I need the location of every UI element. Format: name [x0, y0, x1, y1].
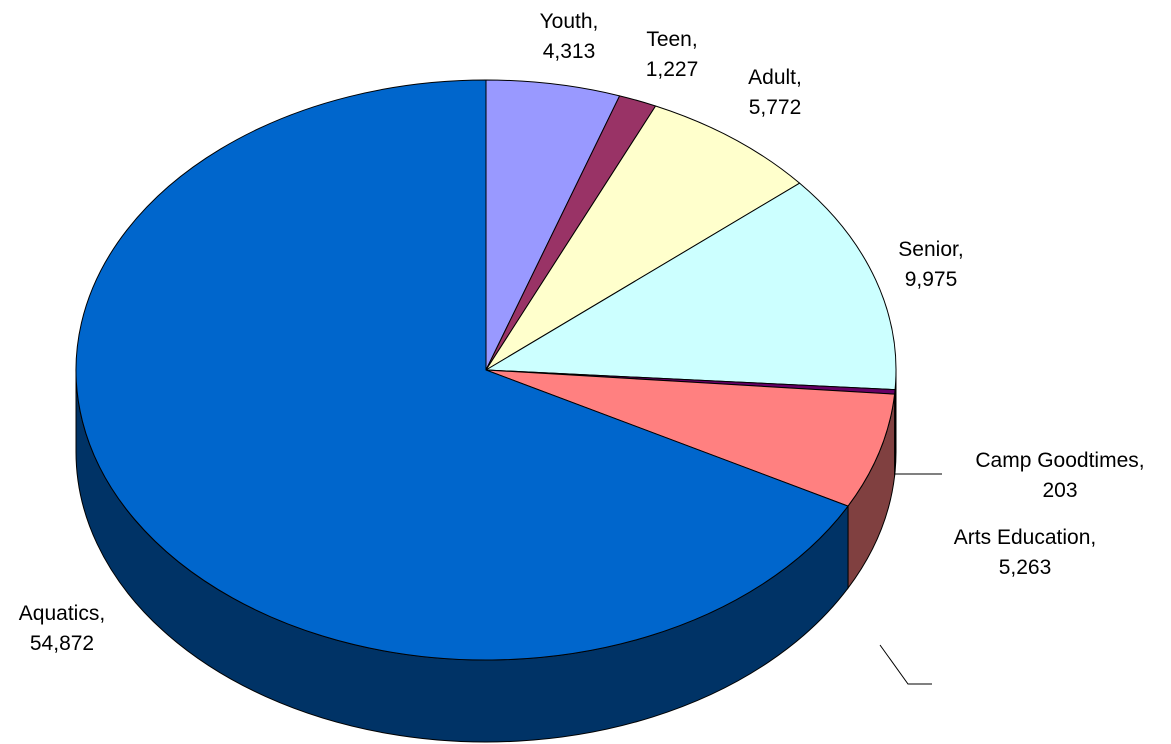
- data-label-name-senior: Senior,: [898, 238, 963, 261]
- leader-line-arts-education: [879, 644, 932, 685]
- data-label-name-aquatics: Aquatics,: [19, 602, 105, 625]
- data-label-name-teen: Teen,: [646, 28, 697, 51]
- data-label-value-teen: 1,227: [646, 58, 699, 81]
- data-label-value-senior: 9,975: [905, 268, 958, 291]
- slice-adult: [485, 105, 801, 371]
- slice-aquatics: [75, 79, 849, 661]
- data-label-value-camp-goodtimes: 203: [1042, 479, 1077, 502]
- slice-youth: [485, 79, 621, 371]
- data-label-name-camp-goodtimes: Camp Goodtimes,: [975, 449, 1144, 472]
- slice-senior: [485, 182, 897, 391]
- leader-lines: [879, 473, 942, 685]
- data-label-name-arts-education: Arts Education,: [954, 526, 1096, 549]
- data-label-value-adult: 5,772: [749, 96, 802, 119]
- data-label-value-arts-education: 5,263: [999, 556, 1052, 579]
- pie-slices: [75, 79, 897, 661]
- data-labels: Youth, 4,313 Teen, 1,227 Adult, 5,772 Senior, 9…: [19, 10, 1145, 655]
- slice-arts-education: [485, 369, 896, 507]
- data-label-name-adult: Adult,: [748, 66, 802, 89]
- data-label-name-youth: Youth,: [540, 10, 599, 33]
- data-label-value-youth: 4,313: [543, 40, 596, 63]
- data-label-value-aquatics: 54,872: [30, 632, 94, 655]
